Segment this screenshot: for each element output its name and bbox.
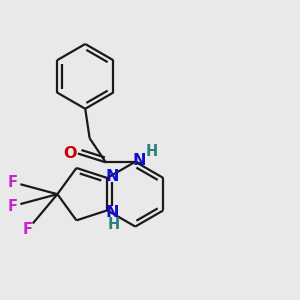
Text: F: F xyxy=(22,222,32,237)
Text: N: N xyxy=(106,169,119,184)
Text: H: H xyxy=(108,217,120,232)
Text: F: F xyxy=(8,175,17,190)
Text: N: N xyxy=(133,152,146,167)
Text: O: O xyxy=(64,146,77,161)
Text: N: N xyxy=(106,205,119,220)
Text: H: H xyxy=(145,144,158,159)
Text: F: F xyxy=(8,199,17,214)
